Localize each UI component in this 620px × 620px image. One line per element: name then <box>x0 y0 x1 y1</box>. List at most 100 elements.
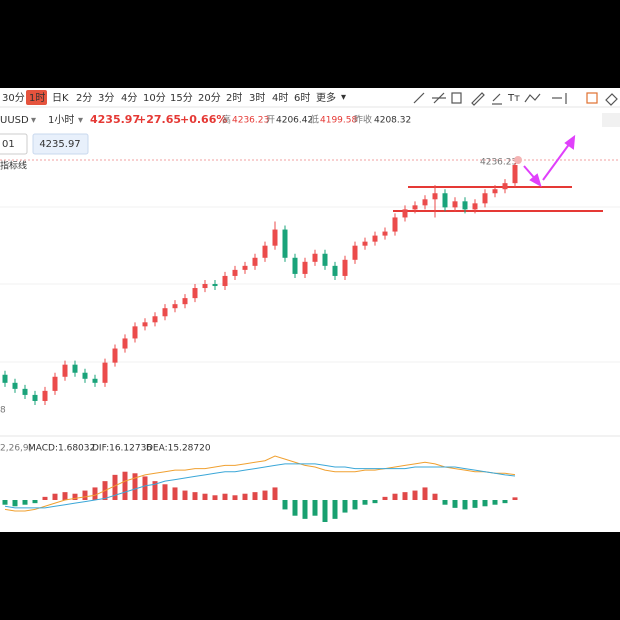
candle-body <box>412 205 418 210</box>
macd-bar <box>402 492 408 500</box>
macd-bar <box>312 500 318 516</box>
macd-bar <box>52 493 58 500</box>
last-price: 4235.97 <box>90 113 140 126</box>
price-marker: 4236.23 <box>480 158 517 168</box>
candle-body <box>512 165 518 184</box>
macd-bar <box>132 473 138 500</box>
dea-label: DEA:15.28720 <box>146 444 211 454</box>
macd-bar <box>432 493 438 500</box>
dropdown-caret[interactable]: ▾ <box>78 115 83 126</box>
candle-body <box>502 183 508 190</box>
period-tab[interactable]: 更多 <box>316 91 336 104</box>
price-box[interactable] <box>32 133 89 155</box>
macd-bar <box>322 500 328 522</box>
macd-bar <box>122 471 128 500</box>
candle-body <box>252 257 258 266</box>
change: +27.65 <box>137 113 181 126</box>
candle-body <box>42 390 48 401</box>
period-tab[interactable]: 3时 <box>249 92 265 104</box>
macd-bar <box>412 490 418 500</box>
period-tab[interactable]: 2分 <box>76 92 92 104</box>
candle-body <box>492 189 498 194</box>
candle-body <box>82 372 88 379</box>
period-tab[interactable]: 4时 <box>272 92 288 104</box>
candle-body <box>152 316 158 323</box>
draw-tools[interactable] <box>413 92 618 106</box>
macd-params: 2,26,9) <box>0 444 32 454</box>
low-label: 低 <box>310 114 319 126</box>
candle-body <box>112 348 118 363</box>
candle-body <box>322 253 328 266</box>
input-value[interactable]: 01 <box>2 139 15 150</box>
candle-body <box>162 308 168 317</box>
macd-bar <box>142 476 148 500</box>
indicator-label[interactable]: 指标线 <box>0 160 27 172</box>
macd-bar <box>462 500 468 510</box>
macd-bar <box>112 474 118 500</box>
interval[interactable]: 1小时 <box>48 114 74 126</box>
axis-stub: 8 <box>0 406 6 416</box>
candle-body <box>332 265 338 276</box>
dea-line <box>4 463 516 509</box>
macd-bar <box>82 490 88 500</box>
macd-bar <box>362 500 368 505</box>
macd-bar <box>12 500 18 507</box>
period-tab[interactable]: 30分 <box>2 92 25 104</box>
active-period-bg[interactable] <box>26 90 47 105</box>
candle-body <box>362 241 368 246</box>
macd-bar <box>192 492 198 500</box>
candle-body <box>222 275 228 287</box>
macd-bar <box>332 500 338 519</box>
candle-body <box>192 288 198 299</box>
macd-bar <box>452 500 458 508</box>
symbol[interactable]: UUSD <box>0 115 29 126</box>
macd-bar <box>62 492 68 500</box>
macd-bar <box>262 490 268 500</box>
candle-body <box>262 245 268 258</box>
candle-body <box>342 259 348 276</box>
period-tab[interactable]: 2时 <box>226 92 242 104</box>
open-label: 开 <box>266 115 275 126</box>
macd-bar <box>72 493 78 500</box>
macd-bar <box>272 487 278 500</box>
dif-line <box>4 455 516 512</box>
input-box[interactable] <box>0 133 28 155</box>
candle-body <box>372 235 378 242</box>
drawn-arrows[interactable] <box>523 134 576 188</box>
candle-body <box>102 362 108 383</box>
macd-bar <box>232 495 238 500</box>
candle-body <box>432 193 438 200</box>
macd-bar <box>292 500 298 516</box>
macd-bar <box>422 487 428 500</box>
candle-body <box>282 229 288 258</box>
period-tab[interactable]: 日K <box>52 93 69 104</box>
candle-body <box>472 203 478 210</box>
period-tab[interactable]: 15分 <box>170 92 193 104</box>
candle-body <box>292 257 298 274</box>
macd-bar <box>482 500 488 507</box>
candle-body <box>422 199 428 206</box>
period-tab[interactable]: 6时 <box>294 92 310 104</box>
period-tab[interactable]: 3分 <box>98 92 114 104</box>
period-tab[interactable]: 4分 <box>121 92 137 104</box>
candle-body <box>392 217 398 232</box>
macd-bar <box>22 500 28 505</box>
period-tab[interactable]: 10分 <box>143 92 166 104</box>
high-label: 高 <box>222 114 231 126</box>
macd-bar <box>382 496 388 500</box>
candle-body <box>12 382 18 389</box>
dropdown-caret[interactable]: ▾ <box>341 92 346 103</box>
prev-close: 4208.32 <box>374 116 411 126</box>
candle-body <box>462 201 468 210</box>
period-tab[interactable]: 20分 <box>198 92 221 104</box>
text-tool-icon[interactable]: Tт <box>507 93 520 104</box>
period-tab[interactable]: 1时 <box>29 92 45 104</box>
macd-bar <box>502 500 508 504</box>
macd-bar <box>222 493 228 500</box>
dropdown-caret[interactable]: ▾ <box>31 115 36 126</box>
settings-button[interactable] <box>602 113 620 127</box>
high: 4236.23 <box>232 116 269 126</box>
macd-bar <box>2 500 8 505</box>
